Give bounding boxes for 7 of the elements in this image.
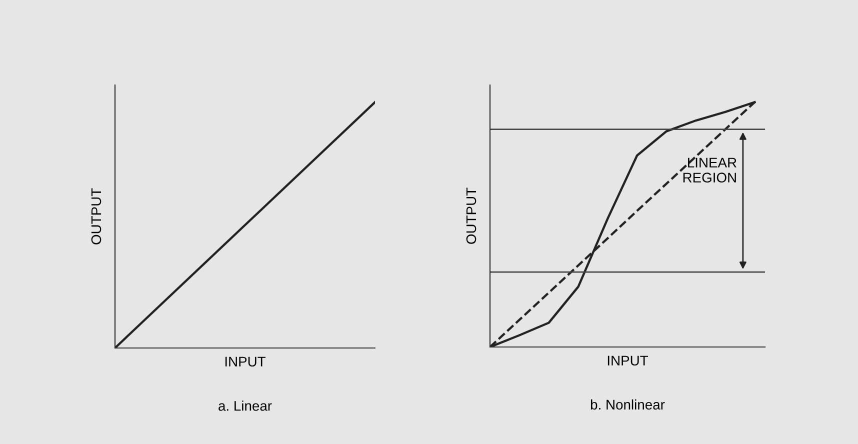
annotation: LINEAR REGION	[683, 158, 736, 183]
y-axis-title: OUTPUT	[466, 188, 476, 244]
text: b. Nonlinear	[590, 399, 665, 410]
text: a. Linear	[218, 400, 272, 411]
x-axis-title: INPUT	[608, 356, 648, 366]
y-axis-title: OUTPUT	[91, 188, 102, 244]
x-axis-title: INPUT	[225, 356, 266, 367]
